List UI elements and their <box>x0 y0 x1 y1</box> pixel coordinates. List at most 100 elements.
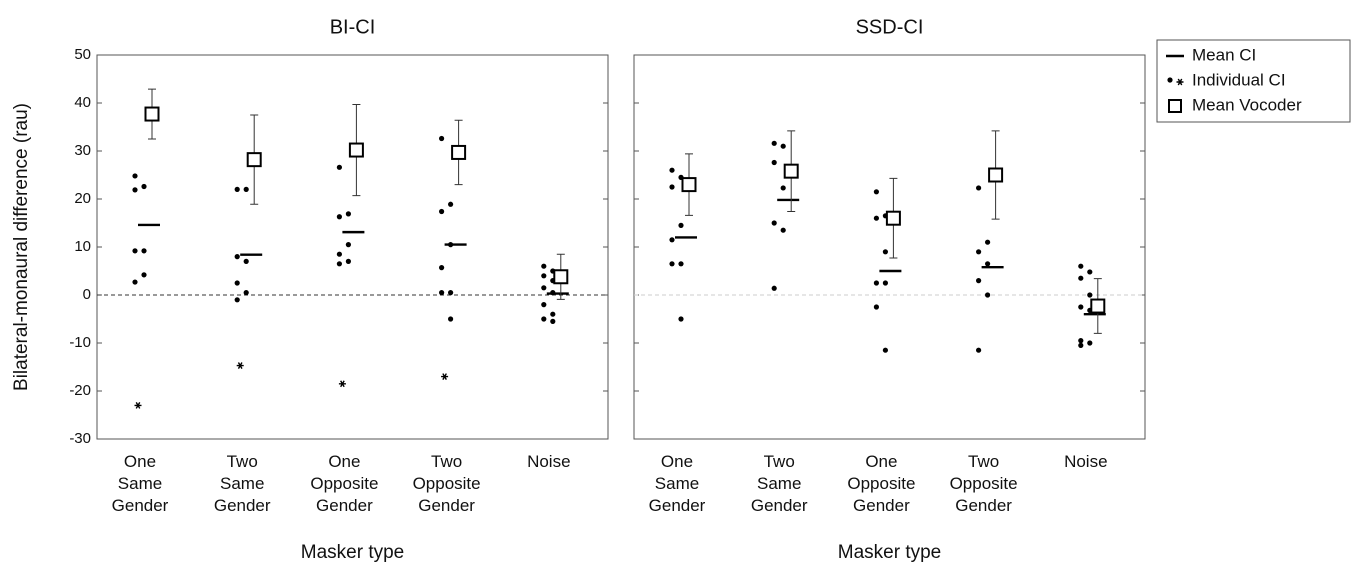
individual-point <box>132 173 138 179</box>
individual-point <box>243 258 249 264</box>
individual-point <box>1078 342 1084 348</box>
mean-vocoder <box>988 167 1004 183</box>
x-tick-label-line: One <box>328 452 360 471</box>
individual-point <box>550 318 556 324</box>
individual-point <box>234 297 240 303</box>
individual-point <box>873 304 880 310</box>
x-tick-label-line: One <box>124 452 156 471</box>
individual-outlier <box>441 373 449 380</box>
individual-point <box>1087 292 1093 298</box>
x-tick-label-line: One <box>865 452 897 471</box>
individual-point <box>439 290 445 296</box>
individual-point <box>1078 304 1084 310</box>
individual-point <box>336 164 342 170</box>
individual-point <box>439 265 445 271</box>
x-tick-label-line: Same <box>757 474 801 493</box>
x-tick-label-line: One <box>661 452 693 471</box>
x-tick-label-line: Noise <box>527 452 570 471</box>
individual-point <box>976 278 982 284</box>
y-tick-label: 50 <box>74 46 91 63</box>
x-tick-label-line: Same <box>118 474 162 493</box>
x-tick-label-line: Gender <box>418 496 475 515</box>
individual-point <box>1078 275 1084 281</box>
x-tick-label: Two Same Gender <box>214 452 271 515</box>
individual-point <box>345 242 351 248</box>
individual-point <box>345 211 351 217</box>
mean-vocoder <box>246 152 262 168</box>
individual-point <box>669 261 675 267</box>
individual-point <box>678 316 684 322</box>
individual-point <box>141 248 147 254</box>
individual-point <box>771 285 777 291</box>
individual-point <box>669 167 675 173</box>
individual-point <box>976 185 982 191</box>
panel-title: SSD-CI <box>856 16 924 38</box>
x-tick-label: One Opposite Gender <box>310 452 378 515</box>
legend-symbol <box>1176 78 1184 86</box>
y-tick-label: -30 <box>69 430 91 447</box>
legend-box <box>1156 39 1351 123</box>
plot-frame <box>96 54 609 440</box>
plot-frame <box>633 54 1146 440</box>
individual-point <box>771 220 777 226</box>
individual-point <box>780 185 786 191</box>
x-tick-label: One Same Gender <box>649 452 706 515</box>
individual-point <box>873 189 880 195</box>
individual-point <box>882 249 889 255</box>
individual-point <box>882 280 889 286</box>
individual-point <box>771 159 777 166</box>
individual-point <box>541 302 547 308</box>
individual-point <box>234 280 240 286</box>
x-tick-label-line: Gender <box>853 496 910 515</box>
individual-point <box>243 186 249 192</box>
mean-vocoder <box>681 177 697 193</box>
individual-point <box>336 261 342 267</box>
individual-point <box>541 285 547 291</box>
panel-title: BI-CI <box>330 16 376 38</box>
x-tick-label: Noise <box>527 452 570 471</box>
individual-outlier <box>236 362 244 369</box>
individual-point <box>985 261 991 267</box>
y-tick-label: 30 <box>74 142 91 159</box>
individual-point <box>243 290 249 296</box>
x-tick-label: One Same Gender <box>112 452 169 515</box>
mean-vocoder <box>885 210 901 226</box>
individual-point <box>141 183 147 190</box>
individual-point <box>541 273 547 279</box>
y-tick-label: -10 <box>69 334 91 351</box>
individual-point <box>669 184 675 190</box>
x-tick-label: Two Opposite Gender <box>950 452 1018 515</box>
x-tick-label-line: Gender <box>955 496 1012 515</box>
individual-point <box>873 280 880 286</box>
x-tick-label-line: Gender <box>214 496 271 515</box>
individual-point <box>234 254 240 260</box>
individual-point <box>669 237 675 243</box>
x-tick-label-line: Two <box>968 452 999 471</box>
x-tick-label-line: Opposite <box>847 474 915 493</box>
individual-point <box>541 316 547 322</box>
x-tick-label-line: Opposite <box>950 474 1018 493</box>
mean-vocoder <box>451 144 467 160</box>
y-axis-label: Bilateral-monaural difference (rau) <box>11 103 32 391</box>
legend-label: Mean Vocoder <box>1192 95 1302 114</box>
individual-point <box>550 311 556 317</box>
x-tick-label-line: Same <box>655 474 699 493</box>
individual-point <box>132 187 138 193</box>
individual-point <box>1087 340 1093 346</box>
individual-point <box>541 263 547 269</box>
x-tick-label: Two Opposite Gender <box>413 452 481 515</box>
legend-symbol <box>1167 77 1173 83</box>
individual-point <box>976 347 982 353</box>
mean-vocoder <box>348 142 364 158</box>
mean-vocoder <box>1090 298 1106 314</box>
x-tick-label-line: Two <box>227 452 258 471</box>
individual-point <box>141 272 147 278</box>
x-tick-label-line: Gender <box>316 496 373 515</box>
x-tick-label: Noise <box>1064 452 1107 471</box>
individual-point <box>234 186 240 192</box>
individual-point <box>132 279 138 285</box>
x-tick-label-line: Noise <box>1064 452 1107 471</box>
individual-point <box>780 143 786 149</box>
mean-vocoder <box>144 106 160 122</box>
x-tick-label-line: Gender <box>751 496 808 515</box>
